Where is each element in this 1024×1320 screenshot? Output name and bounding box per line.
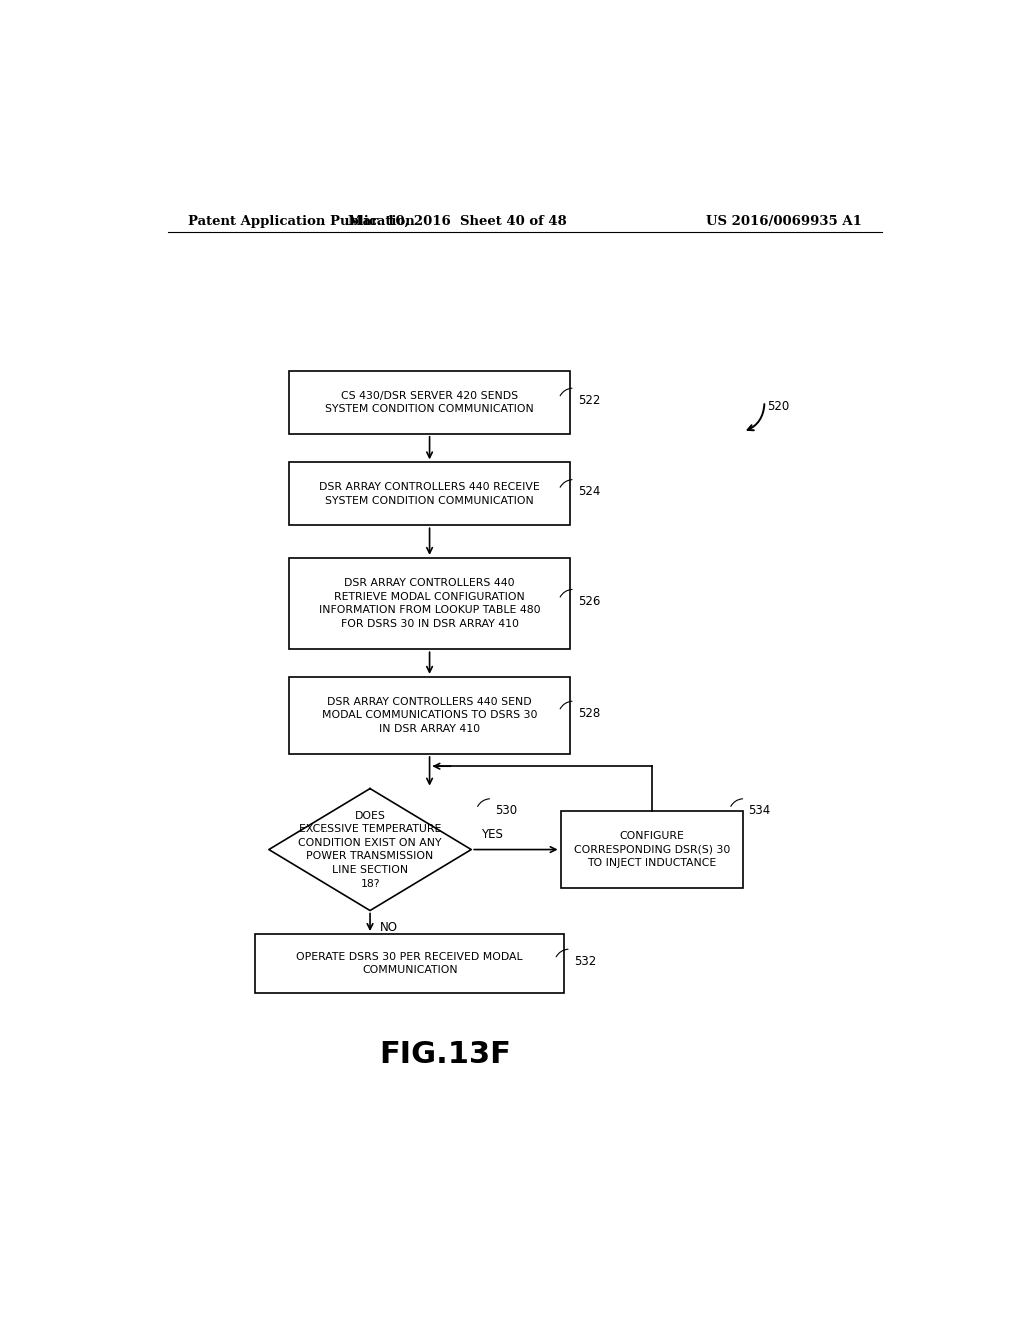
- FancyBboxPatch shape: [289, 462, 570, 525]
- FancyBboxPatch shape: [289, 558, 570, 649]
- Text: YES: YES: [480, 829, 503, 841]
- Polygon shape: [269, 788, 471, 911]
- Text: DSR ARRAY CONTROLLERS 440 RECEIVE
SYSTEM CONDITION COMMUNICATION: DSR ARRAY CONTROLLERS 440 RECEIVE SYSTEM…: [319, 482, 540, 506]
- Text: DSR ARRAY CONTROLLERS 440 SEND
MODAL COMMUNICATIONS TO DSRS 30
IN DSR ARRAY 410: DSR ARRAY CONTROLLERS 440 SEND MODAL COM…: [322, 697, 538, 734]
- Text: 524: 524: [578, 486, 600, 498]
- FancyBboxPatch shape: [289, 677, 570, 754]
- Text: US 2016/0069935 A1: US 2016/0069935 A1: [707, 215, 862, 228]
- Text: FIG.13F: FIG.13F: [380, 1040, 511, 1069]
- FancyBboxPatch shape: [560, 810, 743, 888]
- Text: OPERATE DSRS 30 PER RECEIVED MODAL
COMMUNICATION: OPERATE DSRS 30 PER RECEIVED MODAL COMMU…: [296, 952, 523, 975]
- Text: DOES
EXCESSIVE TEMPERATURE
CONDITION EXIST ON ANY
POWER TRANSMISSION
LINE SECTIO: DOES EXCESSIVE TEMPERATURE CONDITION EXI…: [298, 810, 441, 888]
- Text: 528: 528: [578, 706, 600, 719]
- Text: 530: 530: [496, 804, 517, 817]
- Text: 520: 520: [767, 400, 790, 413]
- Text: 522: 522: [578, 393, 600, 407]
- Text: CONFIGURE
CORRESPONDING DSR(S) 30
TO INJECT INDUCTANCE: CONFIGURE CORRESPONDING DSR(S) 30 TO INJ…: [573, 832, 730, 869]
- Text: CS 430/DSR SERVER 420 SENDS
SYSTEM CONDITION COMMUNICATION: CS 430/DSR SERVER 420 SENDS SYSTEM CONDI…: [326, 391, 534, 414]
- Text: 526: 526: [578, 595, 600, 609]
- Text: Patent Application Publication: Patent Application Publication: [187, 215, 415, 228]
- Text: NO: NO: [380, 921, 397, 933]
- Text: 534: 534: [749, 804, 771, 817]
- FancyBboxPatch shape: [289, 371, 570, 434]
- Text: Mar. 10, 2016  Sheet 40 of 48: Mar. 10, 2016 Sheet 40 of 48: [348, 215, 566, 228]
- Text: DSR ARRAY CONTROLLERS 440
RETRIEVE MODAL CONFIGURATION
INFORMATION FROM LOOKUP T: DSR ARRAY CONTROLLERS 440 RETRIEVE MODAL…: [318, 578, 541, 630]
- Text: 532: 532: [574, 954, 596, 968]
- FancyBboxPatch shape: [255, 935, 564, 993]
